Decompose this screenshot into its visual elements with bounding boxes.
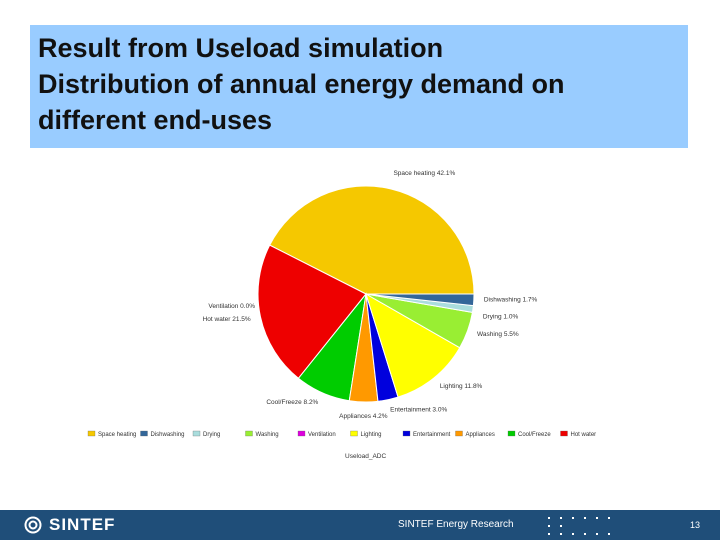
title-line-3: different end-uses: [38, 105, 273, 135]
legend-swatch-appliances: [455, 430, 463, 437]
slice-label-appliances: Appliances 4.2%: [339, 413, 388, 420]
legend-swatch-cool-freeze: [507, 430, 516, 437]
page-number: 13: [690, 520, 701, 530]
chart-caption: Useload_ADC: [345, 453, 386, 460]
footer-bar: SINTEF SINTEF Energy Research 13: [0, 510, 720, 540]
legend-swatch-hot-water: [560, 430, 568, 437]
slice-label-ventilation: Ventilation 0.0%: [208, 303, 255, 310]
pie-slice-labels: Space heating 42.1% Hot water 21.5% Cool/F…: [203, 170, 538, 420]
legend-swatch-washing: [245, 430, 253, 437]
legend-swatch-space-heating: [87, 430, 96, 437]
footer-org-name: SINTEF Energy Research: [398, 519, 514, 530]
pie-slices: [257, 185, 475, 403]
legend-swatch-entertainment: [402, 430, 411, 437]
slice-label-hot-water: Hot water 21.5%: [203, 316, 251, 323]
legend-label-ventilation: Ventilation: [308, 432, 336, 438]
legend-label-lighting: Lighting: [361, 432, 382, 438]
legend-swatch-drying: [192, 430, 201, 437]
slice-label-space-heating: Space heating 42.1%: [393, 170, 455, 177]
pie-slice-lighting: [365, 292, 461, 398]
sintef-logo-icon: [24, 516, 42, 534]
legend-label-space-heating: Space heating: [98, 432, 136, 438]
pie-slice-hot-water: [257, 244, 367, 379]
legend-label-drying: Drying: [203, 432, 220, 438]
chart-legend: Space heating Dishwashing Drying Washing Ven…: [87, 430, 597, 438]
pie-slice-dishwashing: [365, 293, 475, 307]
legend-swatch-dishwashing: [140, 430, 148, 437]
dot-grid-decoration: [548, 517, 610, 535]
slice-label-lighting: Lighting 11.8%: [440, 383, 483, 390]
legend-label-hot-water: Hot water: [571, 432, 597, 438]
legend-label-entertainment: Entertainment: [413, 432, 451, 438]
slice-label-entertainment: Entertainment 3.0%: [390, 406, 447, 413]
title-banner: Result from Useload simulation Distribut…: [30, 25, 688, 148]
title-line-1: Result from Useload simulation: [38, 33, 444, 63]
legend-label-appliances: Appliances: [466, 432, 495, 438]
legend-swatch-lighting: [350, 430, 358, 437]
title-line-2: Distribution of annual energy demand on: [38, 69, 565, 99]
slice-label-cool-freeze: Cool/Freeze 8.2%: [266, 399, 318, 406]
legend-label-washing: Washing: [256, 432, 279, 438]
legend-label-dishwashing: Dishwashing: [151, 432, 185, 438]
slice-label-dishwashing: Dishwashing 1.7%: [484, 296, 538, 303]
pie-chart: Space heating 42.1% Hot water 21.5% Cool/F…: [87, 170, 597, 460]
slice-label-drying: Drying 1.0%: [483, 313, 519, 320]
legend-swatch-ventilation: [297, 430, 306, 437]
legend-label-cool-freeze: Cool/Freeze: [518, 432, 551, 438]
pie-slice-space-heating: [269, 185, 475, 295]
logo-text: SINTEF: [49, 515, 116, 534]
slice-label-washing: Washing 5.5%: [477, 331, 519, 338]
